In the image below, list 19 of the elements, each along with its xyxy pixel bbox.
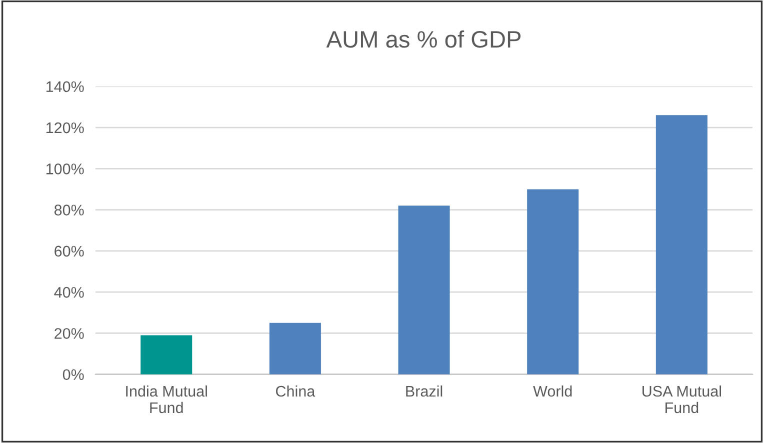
y-tick-label: 140%	[46, 81, 84, 92]
y-tick-label: 120%	[46, 122, 84, 134]
y-tick-label: 80%	[54, 204, 84, 216]
chart-title: AUM as % of GDP	[326, 30, 521, 48]
y-tick-label: 20%	[54, 328, 84, 339]
x-tick-label: China	[276, 385, 316, 397]
y-tick-label: 60%	[54, 246, 84, 257]
y-tick-label: 100%	[46, 164, 84, 174]
x-tick-label: World	[533, 385, 572, 397]
y-tick-label: 40%	[54, 286, 84, 298]
bar	[527, 189, 579, 374]
y-tick-label: 0%	[62, 369, 84, 380]
bar	[656, 115, 708, 374]
x-tick-label: India Mutual Fund	[126, 385, 207, 414]
bar	[269, 322, 321, 374]
bar	[140, 335, 192, 374]
bar	[398, 206, 450, 374]
x-tick-label: USA Mutual Fund	[642, 385, 721, 414]
x-tick-label: Brazil	[406, 385, 442, 397]
